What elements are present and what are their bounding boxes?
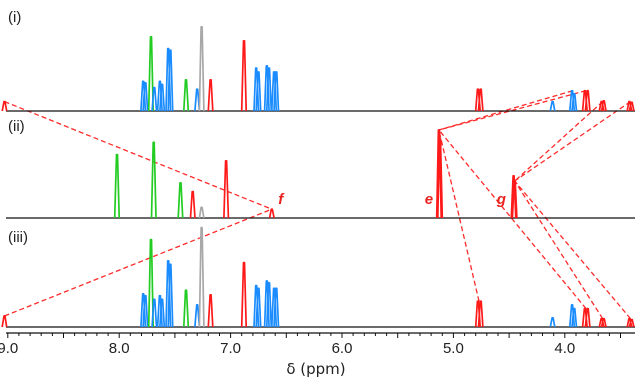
correlation-lines	[4, 90, 631, 320]
x-tick-label: 7.0	[220, 340, 241, 357]
peak	[435, 129, 443, 219]
peak	[159, 83, 166, 112]
peak	[268, 208, 275, 219]
x-axis: 9.0 8.0 7.0 6.0 5.0 4.0	[0, 332, 635, 357]
peak	[207, 78, 214, 112]
peak	[255, 71, 262, 112]
spectrum-2: (ii) f e g	[6, 118, 635, 219]
x-tick-label: 9.0	[0, 340, 18, 357]
peak-annotation: e	[425, 191, 433, 208]
peak	[273, 287, 280, 328]
peak	[167, 263, 174, 328]
spectrum-1: (i)	[1, 9, 635, 112]
peak	[198, 206, 205, 219]
x-tick-label: 5.0	[443, 340, 464, 357]
peak	[167, 49, 174, 112]
peak	[223, 159, 230, 219]
correlation-line	[4, 100, 273, 210]
peak	[151, 86, 158, 112]
peak	[194, 304, 201, 328]
peak	[159, 298, 166, 328]
correlation-line	[514, 101, 604, 182]
correlation-line	[438, 129, 587, 310]
peak	[198, 25, 205, 112]
peak	[571, 92, 578, 112]
peak	[265, 281, 273, 328]
peak	[177, 181, 184, 219]
peak	[600, 317, 607, 328]
spectra-stack: (i) (ii) f e g (iii)	[1, 9, 635, 328]
correlation-line	[438, 90, 587, 131]
spectrum-label: (iii)	[8, 229, 28, 246]
peak	[207, 293, 214, 328]
peak	[147, 238, 155, 328]
peak	[240, 39, 248, 112]
peak	[198, 226, 205, 328]
correlation-line	[438, 129, 480, 302]
spectrum-3: (iii)	[1, 226, 635, 328]
peak	[584, 89, 591, 112]
peak	[142, 294, 149, 328]
x-tick-label: 6.0	[332, 340, 353, 357]
peak	[255, 287, 262, 328]
peak	[549, 316, 556, 328]
peak	[1, 315, 8, 328]
peak	[511, 180, 518, 219]
peak	[240, 261, 248, 328]
correlation-line	[514, 180, 631, 320]
x-axis-title: δ (ppm)	[286, 360, 345, 378]
peak	[142, 82, 149, 112]
x-tick-label: 4.0	[554, 340, 575, 357]
peak	[273, 71, 280, 112]
peak	[1, 100, 8, 112]
correlation-line	[514, 101, 631, 182]
peak	[477, 88, 484, 112]
peak	[477, 300, 484, 328]
peak	[571, 307, 578, 328]
spectrum-label: (i)	[8, 9, 21, 26]
x-tick-label: 8.0	[109, 340, 130, 357]
peak	[584, 307, 591, 328]
spectrum-label: (ii)	[8, 118, 25, 135]
correlation-line	[514, 180, 604, 320]
peak	[628, 101, 635, 112]
peak	[600, 100, 607, 112]
peak	[436, 137, 444, 219]
correlation-line	[4, 208, 273, 317]
peak	[549, 100, 556, 112]
peak	[265, 67, 273, 112]
peak	[628, 318, 635, 328]
peak	[113, 153, 121, 219]
peak	[151, 298, 158, 328]
peak	[510, 174, 517, 219]
peak	[189, 190, 196, 219]
peak	[150, 141, 157, 219]
peak-annotation: g	[496, 191, 506, 208]
peak	[182, 78, 190, 112]
peak	[147, 36, 155, 112]
peak-annotation: f	[278, 191, 285, 208]
peak	[182, 289, 190, 328]
peak	[194, 88, 201, 112]
